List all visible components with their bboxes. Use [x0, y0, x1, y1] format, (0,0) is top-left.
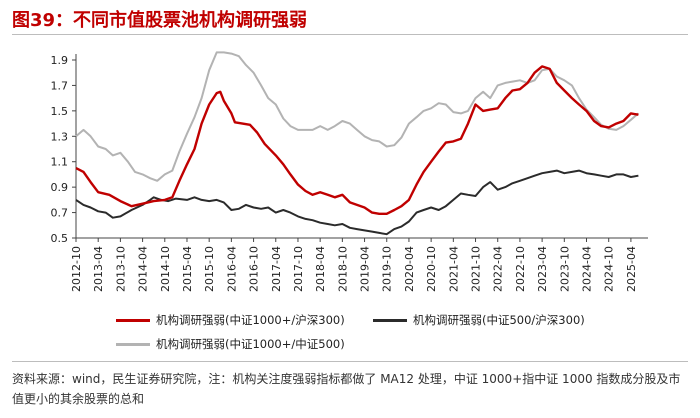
x-tick-label: 2018-04: [314, 246, 327, 292]
legend-swatch-black: [373, 318, 407, 322]
x-tick-label: 2017-10: [292, 246, 305, 292]
series-line-red: [75, 65, 639, 216]
x-tick-label: 2020-10: [425, 246, 438, 292]
legend-label-black: 机构调研强弱(中证500/沪深300): [413, 313, 585, 327]
y-tick-label: 0.5: [51, 232, 69, 245]
x-tick-label: 2020-04: [403, 246, 416, 292]
x-tick-label: 2021-10: [470, 246, 483, 292]
y-tick-label: 1.9: [51, 54, 69, 67]
x-tick-label: 2024-10: [603, 246, 616, 292]
x-tick-label: 2016-04: [225, 246, 238, 292]
y-tick-label: 1.5: [51, 105, 69, 118]
legend-item-black: 机构调研强弱(中证500/沪深300): [373, 312, 585, 328]
figure-title: 图39：不同市值股票池机构调研强弱: [12, 10, 308, 31]
legend-swatch-gray: [116, 342, 150, 346]
series-line-gray: [75, 51, 640, 182]
x-tick-label: 2021-04: [447, 246, 460, 292]
title-divider: [12, 34, 688, 35]
x-tick-label: 2015-10: [203, 246, 216, 292]
y-tick-label: 0.9: [51, 181, 69, 194]
legend-label-gray: 机构调研强弱(中证1000+/中证500): [156, 337, 345, 351]
x-tick-label: 2017-04: [270, 246, 283, 292]
x-tick-label: 2025-04: [625, 246, 638, 292]
legend: 机构调研强弱(中证1000+/沪深300) 机构调研强弱(中证500/沪深300…: [0, 305, 700, 353]
x-tick-label: 2019-10: [381, 246, 394, 292]
x-tick-label: 2023-04: [536, 246, 549, 292]
legend-item-red: 机构调研强弱(中证1000+/沪深300): [116, 312, 345, 328]
source-note: 资料来源：wind，民生证券研究院，注：机构关注度强弱指标都做了 MA12 处理…: [12, 372, 681, 406]
y-tick-label: 1.7: [51, 79, 69, 92]
x-tick-label: 2014-04: [137, 246, 150, 292]
y-axis: 0.5 0.7 0.9 1.1 1.3 1.5 1.7 1.9: [51, 54, 77, 245]
legend-item-gray: 机构调研强弱(中证1000+/中证500): [116, 336, 345, 352]
x-tick-label: 2022-10: [514, 246, 527, 292]
line-chart: 0.50.70.91.11.31.51.71.9 2012-10 2013-04 2…: [51, 51, 648, 292]
x-tick-label: 2014-10: [159, 246, 172, 292]
x-tick-label: 2013-10: [114, 246, 127, 292]
x-axis: 2012-10 2013-04 2013-10 2014-04 2014-10 2015-…: [70, 237, 648, 292]
y-tick-label: 1.1: [51, 156, 69, 169]
legend-label-red: 机构调研强弱(中证1000+/沪深300): [156, 313, 345, 327]
x-tick-label: 2023-10: [558, 246, 571, 292]
x-tick-label: 2024-04: [581, 246, 594, 292]
y-tick-label: 1.3: [51, 130, 69, 143]
x-tick-label: 2022-04: [492, 246, 505, 292]
x-tick-label: 2016-10: [248, 246, 261, 292]
x-tick-label: 2019-04: [359, 246, 372, 292]
note-divider: [12, 361, 688, 362]
legend-swatch-red: [116, 318, 150, 322]
x-tick-label: 2012-10: [70, 246, 83, 292]
x-tick-label: 2018-10: [336, 246, 349, 292]
x-tick-label: 2015-04: [181, 246, 194, 292]
y-tick-label: 0.7: [51, 207, 69, 220]
x-tick-label: 2013-04: [92, 246, 105, 292]
series-line-black: [75, 169, 639, 236]
series-layer: [75, 51, 640, 236]
